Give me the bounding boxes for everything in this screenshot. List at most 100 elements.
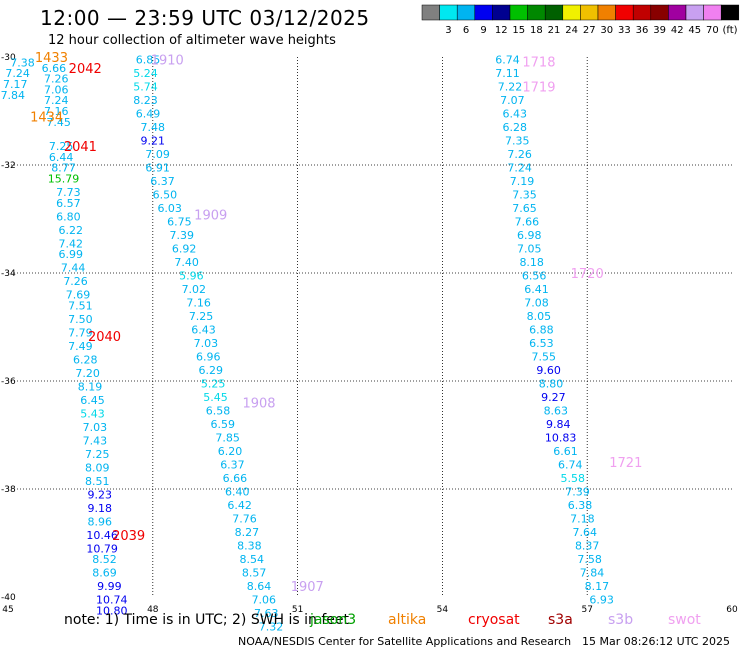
wave-height-value: 5.96 bbox=[179, 270, 204, 283]
legend-swatch bbox=[685, 4, 704, 21]
wave-height-value: 6.93 bbox=[589, 594, 614, 607]
pass-time-label: 2041 bbox=[64, 140, 97, 155]
wave-height-value: 5.24 bbox=[133, 67, 158, 80]
wave-height-value: 6.75 bbox=[167, 216, 192, 229]
wave-height-value: 7.69 bbox=[66, 289, 91, 302]
satellite-jason3: jason3 bbox=[310, 612, 357, 628]
wave-height-value: 8.54 bbox=[239, 553, 264, 566]
footer-timestamp: 15 Mar 08:26:12 UTC 2025 bbox=[582, 635, 730, 648]
x-tick-label: 48 bbox=[147, 605, 159, 615]
wave-height-value: 6.56 bbox=[522, 270, 547, 283]
wave-height-value: 6.45 bbox=[80, 394, 105, 407]
wave-height-value: 6.44 bbox=[49, 151, 74, 164]
y-tick-label: -34 bbox=[1, 269, 16, 279]
legend-swatch bbox=[421, 4, 440, 21]
y-tick-label: -38 bbox=[1, 485, 16, 495]
wave-height-value: 9.84 bbox=[546, 418, 571, 431]
satellite-altika: altika bbox=[388, 612, 427, 628]
wave-height-value: 8.19 bbox=[78, 380, 103, 393]
footer-credit: NOAA/NESDIS Center for Satellite Applica… bbox=[238, 635, 572, 648]
pass-time-label: 1433 bbox=[35, 51, 68, 66]
satellite-s3a: s3a bbox=[548, 612, 573, 628]
legend-label: 18 bbox=[530, 25, 543, 36]
wave-height-value: 6.85 bbox=[136, 54, 161, 67]
wave-height-value: 7.38 bbox=[10, 56, 35, 69]
legend-swatch bbox=[615, 4, 634, 21]
wave-height-value: 8.38 bbox=[237, 540, 262, 553]
legend-label: 6 bbox=[463, 25, 469, 36]
pass-time-label: 1907 bbox=[291, 580, 324, 595]
legend-label: 3 bbox=[445, 25, 451, 36]
wave-height-value: 8.80 bbox=[539, 378, 564, 391]
legend-label: 36 bbox=[636, 25, 649, 36]
wave-height-value: 6.28 bbox=[503, 121, 528, 134]
wave-height-value: 9.23 bbox=[87, 488, 112, 501]
wave-height-value: 5.58 bbox=[560, 472, 585, 485]
wave-height-value: 6.59 bbox=[211, 418, 236, 431]
wave-height-value: 6.74 bbox=[495, 54, 520, 67]
y-tick-label: -36 bbox=[1, 377, 16, 387]
legend-label: 24 bbox=[565, 25, 578, 36]
wave-height-value: 9.60 bbox=[536, 364, 561, 377]
wave-height-value: 7.73 bbox=[56, 186, 81, 199]
wave-height-value: 7.20 bbox=[75, 367, 100, 380]
satellite-s3b: s3b bbox=[608, 612, 634, 628]
wave-height-value: 7.84 bbox=[580, 567, 605, 580]
wave-height-value: 7.48 bbox=[141, 121, 166, 134]
wave-height-value: 8.64 bbox=[247, 580, 272, 593]
satellite-swot: swot bbox=[668, 612, 701, 628]
wave-height-value: 7.25 bbox=[85, 448, 110, 461]
wave-height-value: 7.40 bbox=[174, 256, 199, 269]
legend-label: 12 bbox=[495, 25, 508, 36]
wave-height-value: 7.24 bbox=[507, 162, 532, 175]
wave-height-value: 6.96 bbox=[196, 351, 221, 364]
wave-height-value: 6.03 bbox=[157, 202, 182, 215]
wave-height-value: 7.64 bbox=[573, 526, 598, 539]
wave-height-value: 7.39 bbox=[170, 229, 195, 242]
pass-time-label: 2042 bbox=[69, 62, 102, 77]
wave-height-value: 7.63 bbox=[254, 607, 279, 620]
wave-height-value: 6.37 bbox=[150, 175, 175, 188]
legend-swatch bbox=[456, 4, 476, 21]
legend-label: (ft) bbox=[722, 25, 737, 36]
wave-height-value: 6.41 bbox=[524, 283, 549, 296]
legend-label: 45 bbox=[688, 25, 701, 36]
wave-height-value: 7.05 bbox=[517, 243, 542, 256]
wave-height-value: 10.80 bbox=[96, 605, 128, 618]
legend-label: 27 bbox=[583, 25, 596, 36]
wave-height-value: 9.18 bbox=[87, 502, 112, 515]
legend-swatch bbox=[544, 4, 564, 21]
wave-height-value: 15.79 bbox=[48, 173, 80, 186]
wave-height-value: 6.20 bbox=[218, 445, 243, 458]
legend-swatch bbox=[474, 4, 493, 21]
legend-label: 21 bbox=[548, 25, 561, 36]
wave-height-value: 8.23 bbox=[133, 94, 158, 107]
x-tick-label: 57 bbox=[581, 605, 592, 615]
wave-height-value: 6.58 bbox=[206, 405, 231, 418]
wave-height-value: 7.08 bbox=[524, 297, 549, 310]
wave-height-value: 9.27 bbox=[541, 391, 566, 404]
wave-height-value: 5.25 bbox=[201, 378, 226, 391]
wave-height-value: 6.66 bbox=[223, 472, 248, 485]
legend-swatch bbox=[720, 4, 740, 21]
legend-swatch bbox=[703, 4, 722, 21]
wave-height-value: 7.32 bbox=[259, 621, 284, 634]
pass-time-label: 1910 bbox=[151, 54, 184, 69]
legend-swatch bbox=[562, 4, 581, 21]
wave-height-value: 7.49 bbox=[68, 340, 93, 353]
y-tick-label: -30 bbox=[1, 53, 16, 63]
wave-height-value: 8.27 bbox=[235, 526, 260, 539]
wave-height-value: 6.28 bbox=[73, 353, 98, 366]
legend-swatch bbox=[632, 4, 652, 21]
wave-height-value: 7.66 bbox=[515, 216, 540, 229]
wave-height-value: 10.46 bbox=[86, 529, 118, 542]
wave-height-value: 7.42 bbox=[58, 237, 83, 250]
wave-height-value: 7.06 bbox=[44, 83, 69, 96]
wave-height-value: 6.22 bbox=[58, 224, 83, 237]
wave-height-value: 6.74 bbox=[558, 459, 583, 472]
wave-height-value: 6.40 bbox=[225, 486, 250, 499]
legend-swatch bbox=[439, 4, 458, 21]
wave-height-value: 7.16 bbox=[186, 297, 211, 310]
wave-height-value: 7.24 bbox=[44, 94, 69, 107]
wave-height-value: 5.45 bbox=[203, 391, 228, 404]
